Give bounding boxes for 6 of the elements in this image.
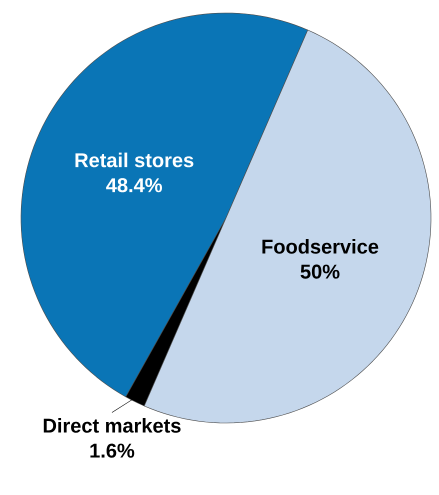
slice-label: Retail stores bbox=[75, 152, 194, 168]
data-label: 50% bbox=[300, 264, 340, 279]
slice-label: Direct markets bbox=[44, 418, 181, 433]
slice-label: Foodservice bbox=[262, 239, 378, 254]
data-label: 48.4% bbox=[106, 178, 162, 192]
data-label: 1.6% bbox=[90, 444, 134, 458]
